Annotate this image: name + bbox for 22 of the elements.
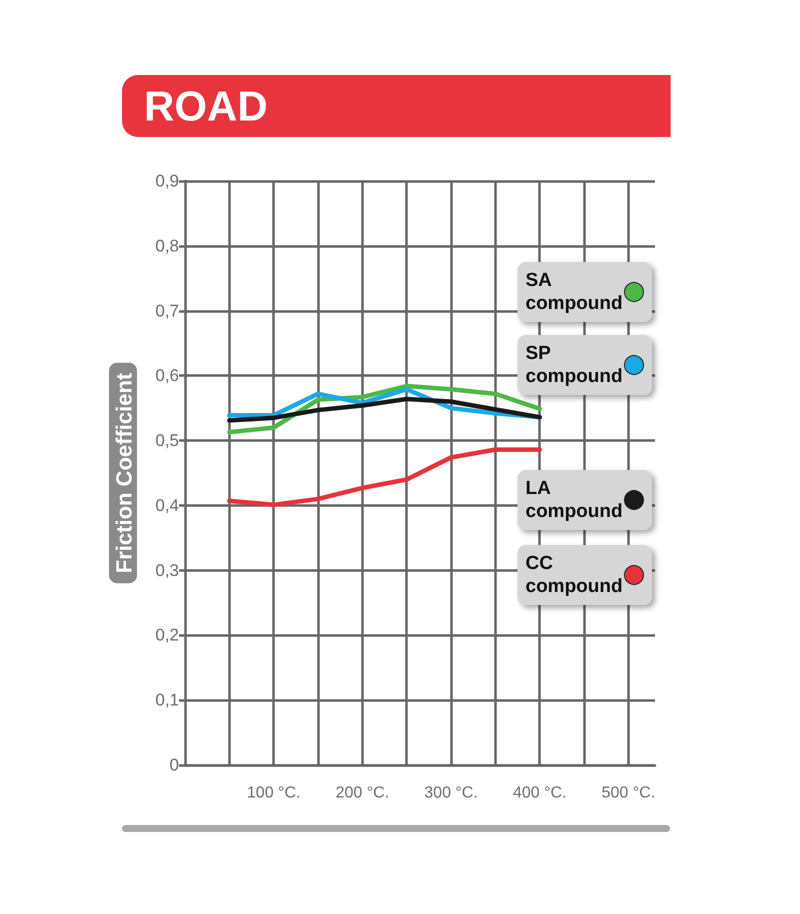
x-tick-label: 400 °C. — [512, 784, 566, 802]
y-tick-label: 0,1 — [155, 690, 179, 710]
x-tick-label: 300 °C. — [424, 784, 478, 802]
y-tick-label: 0,5 — [155, 431, 179, 450]
x-tick-label: 200 °C. — [336, 784, 390, 802]
legend-label: SP compound — [526, 343, 623, 387]
x-tick-label: 500 °C. — [602, 784, 656, 802]
legend-label: CC compound — [526, 553, 623, 597]
y-tick-label: 0,6 — [155, 366, 179, 386]
y-tick-label: 0,2 — [155, 626, 179, 645]
y-tick-label: 0,3 — [155, 560, 179, 580]
y-tick-label: 0,7 — [155, 301, 179, 320]
line-series — [227, 396, 542, 423]
y-tick-label: 0,9 — [155, 172, 179, 190]
legend-label: SA compound — [526, 270, 623, 314]
y-tick-label: 0,4 — [155, 496, 179, 515]
chart-title: ROAD — [144, 82, 268, 130]
y-tick-label: 0 — [170, 756, 179, 774]
legend-label: LA compound — [526, 478, 623, 522]
x-tick-label: 100 °C. — [246, 784, 300, 802]
y-axis-title: Friction Coefficient — [112, 372, 136, 574]
y-tick-label: 0,8 — [155, 236, 179, 256]
